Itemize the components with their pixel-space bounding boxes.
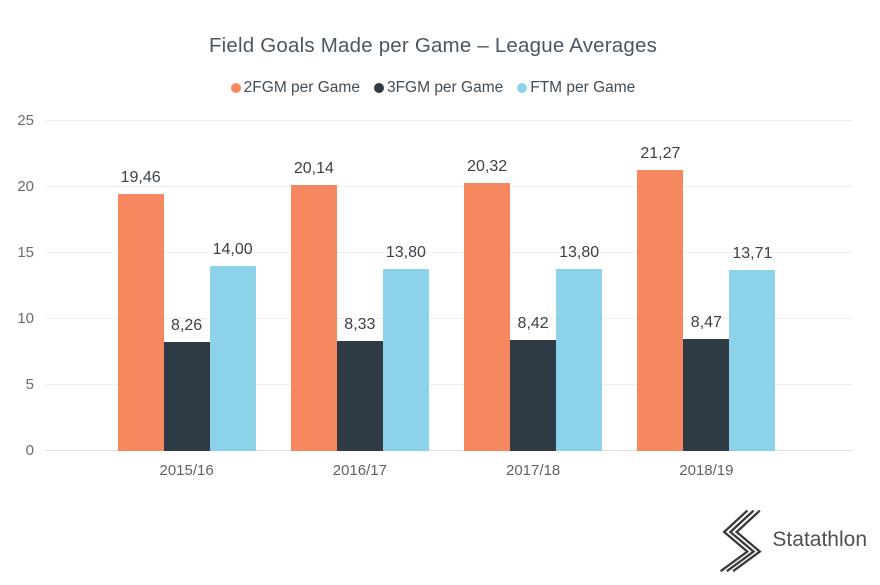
statathlon-chevron-icon — [720, 509, 763, 573]
y-axis-tick-label: 25 — [17, 112, 34, 129]
y-axis-tick-label: 10 — [17, 310, 34, 327]
y-axis-tick-label: 0 — [25, 442, 34, 459]
y-axis-tick-label: 5 — [25, 376, 34, 393]
gridline — [45, 252, 852, 253]
bar-ftm-per-game-2016-17[interactable]: 13,80 — [382, 244, 429, 451]
bar-value-label: 8,47 — [690, 314, 722, 332]
bar-ftm-per-game-2018-19[interactable]: 13,71 — [729, 245, 776, 451]
bar-value-label: 20,14 — [293, 160, 334, 178]
bar-group-2018-19: 21,27 8,47 13,71 — [620, 121, 793, 451]
legend-marker-icon — [373, 83, 384, 93]
legend-marker-icon — [230, 83, 241, 93]
legend-item-label: 3FGM per Game — [386, 79, 504, 96]
statathlon-logo-text: Statathlon — [772, 528, 867, 551]
bar-series-area: 19,46 8,26 14,00 20,14 8,33 13,80 20,32 8,42 13,… — [100, 121, 793, 451]
bar-3fgm-per-game-2016-17[interactable]: 8,33 — [336, 316, 383, 451]
bar-value-label: 13,80 — [559, 243, 600, 261]
bar-value-label: 8,42 — [517, 314, 549, 332]
x-axis-label-2016-17: 2016/17 — [332, 462, 387, 479]
bar-value-label: 20,32 — [467, 157, 508, 175]
legend-item-3fgm-per-game[interactable]: 3FGM per Game — [373, 79, 504, 97]
bar-2fgm-per-game-2018-19[interactable]: 21,27 — [637, 145, 684, 451]
bar-2fgm-per-game-2015-16[interactable]: 19,46 — [117, 169, 164, 451]
bar-2fgm-per-game-2016-17[interactable]: 20,14 — [290, 160, 337, 451]
bar-3fgm-per-game-2017-18[interactable]: 8,42 — [510, 315, 557, 451]
chart-title: Field Goals Made per Game – League Avera… — [208, 34, 658, 57]
x-axis-label-2017-18: 2017/18 — [506, 462, 561, 479]
y-axis-tick-label: 20 — [17, 178, 34, 195]
x-axis-baseline — [45, 450, 852, 451]
x-axis-label-2015-16: 2015/16 — [159, 462, 214, 479]
bar-ftm-per-game-2017-18[interactable]: 13,80 — [556, 244, 603, 451]
legend-item-2fgm-per-game[interactable]: 2FGM per Game — [230, 79, 360, 97]
gridline — [45, 120, 852, 121]
bar-3fgm-per-game-2018-19[interactable]: 8,47 — [683, 314, 730, 451]
bar-ftm-per-game-2015-16[interactable]: 14,00 — [209, 241, 256, 451]
bar-value-label: 13,71 — [732, 245, 773, 263]
bar-value-label: 8,26 — [171, 316, 203, 334]
bar-group-2017-18: 20,32 8,42 13,80 — [447, 121, 620, 451]
plot-area: 19,46 8,26 14,00 20,14 8,33 13,80 20,32 8,42 13,… — [17, 113, 852, 459]
bar-value-label: 21,27 — [640, 145, 681, 163]
bar-value-label: 13,80 — [385, 243, 426, 261]
x-axis-labels: 2015/16 2016/17 2017/18 2018/19 — [100, 462, 793, 479]
legend-item-label: FTM per Game — [530, 79, 636, 96]
bar-group-2016-17: 20,14 8,33 13,80 — [273, 121, 446, 451]
gridline — [45, 318, 852, 319]
bar-value-label: 14,00 — [212, 241, 253, 259]
bar-value-label: 19,46 — [120, 169, 161, 187]
legend-item-ftm-per-game[interactable]: FTM per Game — [517, 79, 635, 97]
legend-marker-icon — [517, 83, 528, 93]
y-axis-tick-label: 15 — [17, 244, 34, 261]
bar-2fgm-per-game-2017-18[interactable]: 20,32 — [464, 158, 511, 451]
bar-value-label: 8,33 — [344, 316, 376, 334]
gridline — [45, 186, 852, 187]
statathlon-logo: Statathlon — [719, 507, 867, 573]
x-axis-label-2018-19: 2018/19 — [679, 462, 734, 479]
gridline — [45, 384, 852, 385]
legend-item-label: 2FGM per Game — [243, 79, 360, 96]
bar-3fgm-per-game-2015-16[interactable]: 8,26 — [163, 317, 210, 451]
bar-group-2015-16: 19,46 8,26 14,00 — [100, 121, 273, 451]
legend: 2FGM per Game 3FGM per Game FTM per Game — [0, 79, 866, 97]
